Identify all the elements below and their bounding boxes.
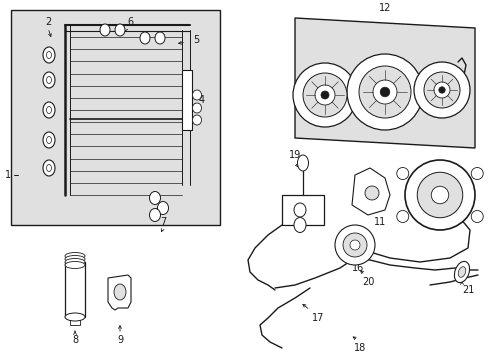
Ellipse shape	[155, 32, 164, 44]
Text: 3: 3	[152, 195, 158, 205]
Ellipse shape	[43, 160, 55, 176]
Text: 13: 13	[301, 77, 313, 87]
Text: 11: 11	[373, 217, 386, 227]
Circle shape	[320, 91, 328, 99]
Circle shape	[372, 80, 396, 104]
Text: 17: 17	[311, 313, 324, 323]
Bar	[70, 317, 80, 325]
Circle shape	[470, 211, 482, 222]
Text: 10: 10	[461, 197, 473, 207]
Text: 18: 18	[353, 343, 366, 353]
Ellipse shape	[293, 217, 305, 233]
Text: 9: 9	[117, 335, 123, 345]
Circle shape	[438, 87, 444, 93]
Text: 12: 12	[378, 3, 390, 13]
Circle shape	[433, 82, 449, 98]
Bar	[282, 195, 324, 225]
Ellipse shape	[453, 261, 468, 283]
Ellipse shape	[192, 103, 201, 113]
Circle shape	[314, 85, 334, 105]
Ellipse shape	[114, 284, 126, 300]
Text: 20: 20	[361, 277, 373, 287]
Text: 5: 5	[192, 35, 199, 45]
Ellipse shape	[46, 136, 51, 144]
Polygon shape	[294, 18, 474, 148]
Ellipse shape	[46, 51, 51, 58]
Text: 8: 8	[72, 335, 78, 345]
Ellipse shape	[157, 202, 168, 215]
Ellipse shape	[192, 90, 201, 100]
Circle shape	[349, 240, 359, 250]
Circle shape	[380, 87, 389, 97]
Circle shape	[346, 54, 422, 130]
Ellipse shape	[65, 258, 85, 266]
Circle shape	[292, 63, 356, 127]
Ellipse shape	[46, 77, 51, 84]
Circle shape	[423, 72, 459, 108]
Ellipse shape	[115, 24, 125, 36]
Ellipse shape	[149, 192, 160, 204]
Text: 7: 7	[160, 217, 166, 227]
Text: 6: 6	[127, 17, 133, 27]
Ellipse shape	[43, 47, 55, 63]
Circle shape	[303, 73, 346, 117]
Ellipse shape	[192, 115, 201, 125]
Ellipse shape	[43, 132, 55, 148]
Ellipse shape	[140, 32, 150, 44]
Polygon shape	[108, 275, 131, 310]
Ellipse shape	[149, 208, 160, 221]
Text: 19: 19	[288, 150, 301, 160]
Text: 15: 15	[433, 67, 445, 77]
Ellipse shape	[46, 107, 51, 113]
Text: 16: 16	[351, 263, 364, 273]
Circle shape	[404, 160, 474, 230]
Circle shape	[470, 167, 482, 180]
Text: 21: 21	[461, 285, 473, 295]
Circle shape	[413, 62, 469, 118]
Circle shape	[416, 172, 462, 218]
Ellipse shape	[100, 24, 110, 36]
Ellipse shape	[65, 252, 85, 260]
Ellipse shape	[65, 256, 85, 262]
Circle shape	[342, 233, 366, 257]
Ellipse shape	[43, 72, 55, 88]
Bar	[65, 262, 85, 317]
Text: 2: 2	[45, 17, 51, 27]
Bar	[182, 70, 192, 130]
Text: 1: 1	[5, 170, 11, 180]
Ellipse shape	[457, 267, 465, 277]
Text: 14: 14	[368, 67, 380, 77]
Circle shape	[364, 186, 378, 200]
Circle shape	[396, 211, 408, 222]
Ellipse shape	[65, 261, 85, 269]
Circle shape	[358, 66, 410, 118]
Ellipse shape	[46, 165, 51, 171]
Circle shape	[334, 225, 374, 265]
Text: 4: 4	[199, 95, 204, 105]
Polygon shape	[351, 168, 389, 215]
Ellipse shape	[43, 102, 55, 118]
Bar	[11, 10, 220, 225]
Ellipse shape	[293, 203, 305, 217]
Circle shape	[396, 167, 408, 180]
Circle shape	[430, 186, 448, 204]
Ellipse shape	[297, 155, 308, 171]
Ellipse shape	[65, 313, 85, 321]
